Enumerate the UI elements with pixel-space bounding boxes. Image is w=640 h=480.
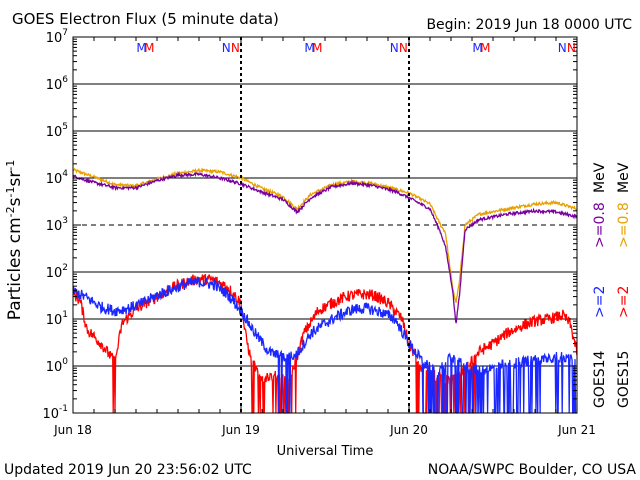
legend-entry: >=0.8 [592, 202, 608, 248]
y-tick-label: 101 [46, 310, 68, 328]
noon-midnight-marker: N [390, 41, 399, 55]
legend-unit: MeV [616, 162, 632, 193]
y-tick-label: 100 [46, 357, 69, 375]
series-layer [72, 167, 578, 414]
y-axis: 10-1 100 101 102 103 104 105 106 107 [42, 28, 577, 422]
y-tick-label: 104 [46, 169, 69, 187]
noon-midnight-marker: M [304, 41, 314, 55]
source-credit: NOAA/SWPC Boulder, CO USA [428, 462, 637, 478]
x-tick-label: Jun 21 [557, 423, 596, 437]
noon-midnight-marker: N [231, 41, 240, 55]
markers: MM N N MM N N MM N N [136, 41, 575, 55]
x-axis-title: Universal Time [277, 444, 374, 459]
begin-time: Begin: 2019 Jun 18 0000 UTC [426, 17, 632, 33]
x-tick-label: Jun 18 [53, 423, 92, 437]
legend-entry: >=0.8 [616, 202, 632, 248]
y-tick-label: 106 [46, 75, 69, 93]
noon-midnight-marker: N [399, 41, 408, 55]
y-tick-label: 10-1 [42, 404, 68, 422]
x-tick-label: Jun 19 [221, 423, 260, 437]
y-tick-label: 107 [46, 28, 68, 46]
day-boundaries [240, 37, 410, 413]
y-axis-title: Particles cm-2s-1sr-1 [4, 160, 25, 321]
y-tick-label: 103 [46, 216, 68, 234]
noon-midnight-marker: M [136, 41, 146, 55]
chart-title: GOES Electron Flux (5 minute data) [12, 10, 279, 28]
series-line [72, 171, 578, 324]
legend-unit: MeV [592, 162, 608, 193]
noon-midnight-marker: M [472, 41, 482, 55]
noon-midnight-marker: N [222, 41, 231, 55]
x-axis: Jun 18 Jun 19 Jun 20 Jun 21 [53, 37, 596, 437]
legend: GOES14 >=2 >=0.8 MeV GOES15 >=2 >=0.8 MeV [592, 162, 632, 408]
noon-midnight-marker: M [312, 41, 322, 55]
series-line [72, 276, 577, 414]
updated-timestamp: Updated 2019 Jun 20 23:56:02 UTC [4, 462, 252, 478]
gridlines [73, 83, 577, 367]
noon-midnight-marker: N [558, 41, 567, 55]
y-tick-label: 105 [46, 122, 68, 140]
x-tick-label: Jun 20 [389, 423, 428, 437]
series-line [72, 273, 578, 414]
y-tick-label: 102 [46, 263, 68, 281]
noon-midnight-marker: N [567, 41, 576, 55]
legend-sat-label: GOES14 [592, 350, 608, 408]
noon-midnight-marker: M [144, 41, 154, 55]
noon-midnight-marker: M [480, 41, 490, 55]
series-line [72, 167, 578, 303]
legend-entry: >=2 [616, 286, 632, 318]
legend-entry: >=2 [592, 286, 608, 318]
legend-sat-label: GOES15 [616, 351, 632, 408]
